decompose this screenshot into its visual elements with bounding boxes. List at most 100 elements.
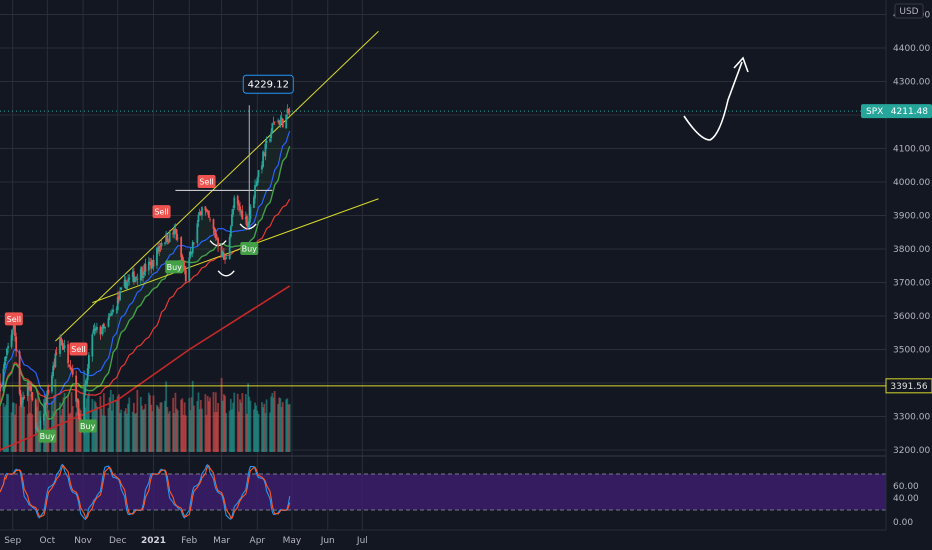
oscillator-band [0, 474, 886, 510]
signal-buy: Buy [165, 260, 184, 274]
volume-bar [261, 402, 263, 452]
candle-body [196, 223, 199, 243]
candle-body [278, 120, 281, 125]
volume-bar [180, 399, 183, 452]
candle-body [4, 356, 7, 362]
volume-bar [228, 410, 231, 452]
candle-body [270, 132, 273, 139]
candle-body [216, 237, 218, 240]
callout-value: 4229.12 [248, 80, 289, 91]
candle-body [214, 231, 217, 239]
volume-bar [19, 394, 22, 452]
candle-body [75, 375, 78, 402]
candle-body [233, 197, 236, 208]
candle-body [102, 323, 105, 328]
volume-bar [173, 413, 176, 452]
volume-bar [217, 403, 220, 452]
time-tick-label: Dec [109, 536, 126, 546]
volume-bar [204, 394, 207, 452]
candle-body [135, 276, 138, 278]
volume-bar [60, 415, 63, 452]
volume-bar [232, 402, 235, 452]
volume-bar [288, 403, 291, 452]
volume-bar [165, 381, 168, 452]
candle-body [183, 265, 186, 271]
volume-bar [233, 392, 236, 452]
volume-bar [18, 405, 21, 452]
volume-bar [192, 405, 195, 452]
volume-bar [199, 400, 202, 452]
volume-bar [111, 410, 113, 452]
volume-bar [209, 397, 211, 452]
candle-body [36, 427, 38, 431]
time-tick-label: Oct [40, 536, 56, 546]
level-line-tag: 3391.56 [885, 378, 932, 394]
candle-body [166, 234, 169, 242]
candle-body [42, 414, 45, 421]
volume-bar [270, 396, 273, 452]
candle-body [157, 247, 159, 251]
candle-body [84, 383, 87, 393]
volume-bar [119, 412, 121, 452]
volume-bar [108, 397, 111, 452]
candle-body [55, 352, 58, 354]
candle-body [164, 242, 166, 244]
volume-bar [167, 413, 170, 452]
volume-bar [213, 412, 216, 452]
time-axis-bg [0, 530, 932, 550]
volume-bar [220, 377, 223, 452]
candle-body [143, 265, 146, 275]
candle-body [262, 151, 265, 167]
volume-bar [221, 400, 224, 452]
currency-button[interactable]: USD [894, 3, 924, 19]
volume-bar [132, 402, 135, 452]
volume-bar [188, 398, 191, 452]
candle-body [172, 232, 174, 235]
volume-bar [236, 393, 239, 452]
candle-body [271, 123, 274, 133]
candle-body [279, 120, 282, 124]
volume-bar [254, 402, 256, 452]
signal-text: Sell [71, 345, 85, 354]
candle-body [87, 355, 90, 369]
candle-body [47, 389, 50, 393]
candle-body [124, 279, 127, 289]
candle-body [2, 368, 5, 392]
candle-body [46, 390, 49, 403]
price-tick-label: 4300.00 [893, 78, 930, 88]
volume-bar [207, 401, 210, 452]
candle-body [63, 345, 66, 349]
candle-body [132, 271, 135, 283]
volume-bar [75, 412, 78, 452]
volume-bar [10, 412, 13, 452]
volume-bar [150, 404, 153, 452]
time-axis[interactable]: Sep Oct Nov Dec 2021 Feb Mar Apr May Jun Jul [0, 529, 932, 550]
candle-body [229, 226, 232, 237]
price-axis[interactable]: 3200.003300.003400.003500.003600.003700.… [885, 0, 932, 530]
candle-body [68, 364, 71, 367]
volume-bar [247, 383, 250, 452]
time-tick-label: 2021 [141, 536, 166, 546]
volume-bar [115, 400, 118, 452]
volume-bar [14, 414, 16, 452]
upper-channel-line [55, 30, 379, 342]
volume-bar [262, 407, 265, 452]
volume-bar [124, 408, 127, 452]
volume-bar [99, 396, 102, 452]
signal-sell: Sell [197, 175, 216, 188]
volume-bar [183, 402, 186, 452]
candle-body [0, 383, 1, 391]
volume-bar [189, 410, 192, 452]
candle-body [126, 281, 128, 290]
candle-body [269, 139, 271, 142]
candle-body [151, 260, 154, 268]
candle-body [22, 397, 24, 401]
candle-body [131, 272, 134, 277]
volume-bar [23, 406, 26, 452]
candle-body [287, 108, 290, 113]
volume-bar [158, 408, 161, 452]
candle-body [92, 329, 95, 333]
signal-badge [78, 419, 97, 433]
